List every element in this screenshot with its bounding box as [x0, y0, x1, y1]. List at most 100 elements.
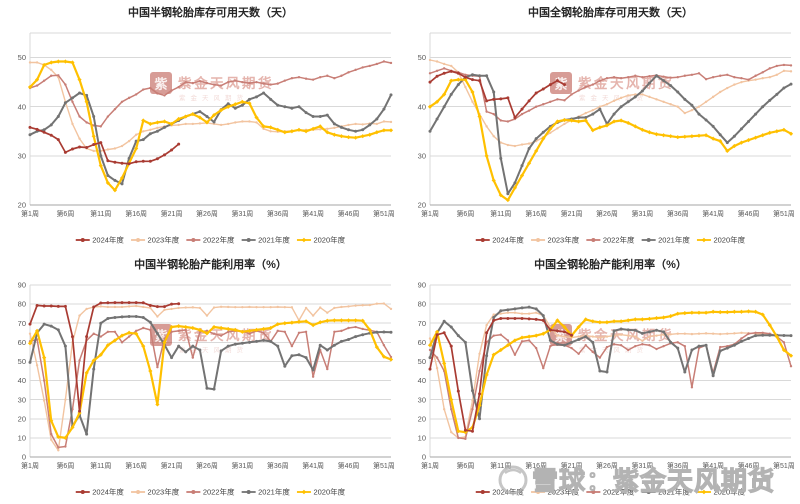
svg-text:70: 70 — [18, 319, 26, 328]
chart-title: 中国全钢轮胎库存可用天数（天） — [528, 5, 693, 19]
svg-text:50: 50 — [418, 357, 426, 366]
svg-text:2021年度: 2021年度 — [258, 235, 290, 245]
svg-text:第36周: 第36周 — [667, 209, 689, 218]
svg-text:2022年度: 2022年度 — [603, 487, 635, 497]
svg-text:第46周: 第46周 — [338, 209, 360, 218]
svg-text:2021年度: 2021年度 — [658, 487, 690, 497]
svg-text:0: 0 — [22, 453, 26, 462]
svg-text:40: 40 — [18, 102, 26, 111]
svg-text:90: 90 — [418, 281, 426, 290]
svg-text:第46周: 第46周 — [738, 209, 760, 218]
svg-text:20: 20 — [18, 201, 26, 210]
gridlines — [29, 284, 391, 457]
legend-item-2023年度: 2023年度 — [131, 487, 180, 497]
svg-text:第51周: 第51周 — [773, 209, 795, 218]
legend-item-2023年度: 2023年度 — [531, 487, 580, 497]
chart-semi-steel-inventory-days: 中国半钢轮胎库存可用天数（天） 20 30 40 50 第1周 第6周 第11周 第16周 第21… — [18, 5, 395, 245]
svg-text:60: 60 — [18, 338, 26, 347]
svg-text:30: 30 — [418, 151, 426, 160]
legend-item-2022年度: 2022年度 — [186, 487, 235, 497]
y-axis: 20 30 40 50 — [18, 53, 26, 209]
legend-item-2021年度: 2021年度 — [241, 487, 290, 497]
svg-text:2023年度: 2023年度 — [548, 487, 580, 497]
y-axis: 0 10 20 30 40 50 60 70 80 90 — [18, 281, 26, 462]
svg-text:第11周: 第11周 — [90, 461, 111, 470]
svg-text:第1周: 第1周 — [21, 461, 39, 470]
x-axis: 第1周 第6周 第11周 第16周 第21周 第26周 第31周 第36周 第41周 第46周 第5… — [421, 209, 795, 218]
svg-text:20: 20 — [418, 201, 426, 210]
svg-text:第41周: 第41周 — [702, 461, 724, 470]
svg-text:2023年度: 2023年度 — [148, 235, 180, 245]
series-2024年度 — [428, 69, 566, 120]
svg-text:2024年度: 2024年度 — [492, 235, 524, 245]
svg-text:2020年度: 2020年度 — [713, 235, 745, 245]
svg-text:第36周: 第36周 — [267, 461, 289, 470]
svg-text:第21周: 第21周 — [561, 461, 583, 470]
chart-cell-all-steel-utilization: 中国全钢轮胎产能利用率（%） 0 10 20 30 40 50 60 70 80 90 第1周 第6周第… — [400, 252, 800, 504]
svg-text:20: 20 — [418, 414, 426, 423]
svg-text:紫金天风期货: 紫金天风期货 — [579, 93, 648, 102]
svg-text:2022年度: 2022年度 — [603, 235, 635, 245]
series-2023年度 — [28, 302, 393, 452]
svg-text:50: 50 — [418, 53, 426, 62]
y-axis: 0 10 20 30 40 50 60 70 80 90 — [418, 281, 426, 462]
svg-text:2020年度: 2020年度 — [313, 487, 345, 497]
svg-text:第31周: 第31周 — [631, 461, 653, 470]
series-2021年度 — [28, 315, 393, 436]
svg-text:50: 50 — [18, 53, 26, 62]
svg-text:第51周: 第51周 — [773, 461, 795, 470]
series-2021年度 — [428, 305, 793, 421]
chart-title: 中国半钢轮胎库存可用天数（天） — [128, 5, 293, 19]
svg-text:第31周: 第31周 — [231, 461, 253, 470]
svg-text:第16周: 第16周 — [525, 461, 547, 470]
legend-item-2022年度: 2022年度 — [586, 235, 635, 245]
svg-text:第36周: 第36周 — [667, 461, 689, 470]
svg-text:第11周: 第11周 — [490, 461, 511, 470]
svg-text:2024年度: 2024年度 — [92, 487, 124, 497]
svg-text:第16周: 第16周 — [125, 461, 147, 470]
chart-legend: 2024年度 2023年度 2022年度 2021年度 2020年度 — [475, 487, 746, 497]
svg-text:2024年度: 2024年度 — [92, 235, 124, 245]
legend-item-2024年度: 2024年度 — [475, 235, 524, 245]
legend-item-2024年度: 2024年度 — [475, 487, 524, 497]
legend-item-2024年度: 2024年度 — [75, 487, 124, 497]
svg-text:第41周: 第41周 — [702, 209, 724, 218]
svg-text:第46周: 第46周 — [738, 461, 760, 470]
series-2024年度 — [28, 125, 181, 166]
svg-text:第36周: 第36周 — [267, 209, 289, 218]
svg-text:第41周: 第41周 — [302, 461, 324, 470]
svg-text:第21周: 第21周 — [161, 461, 183, 470]
legend-item-2022年度: 2022年度 — [186, 235, 235, 245]
svg-text:第21周: 第21周 — [561, 209, 583, 218]
legend-item-2021年度: 2021年度 — [241, 235, 290, 245]
svg-text:2022年度: 2022年度 — [203, 235, 235, 245]
svg-text:80: 80 — [18, 300, 26, 309]
svg-text:90: 90 — [18, 281, 26, 290]
svg-text:紫金天风期货: 紫金天风期货 — [179, 345, 248, 354]
svg-text:第16周: 第16周 — [525, 209, 547, 218]
svg-text:80: 80 — [418, 300, 426, 309]
svg-text:2021年度: 2021年度 — [658, 235, 690, 245]
svg-text:第46周: 第46周 — [338, 461, 360, 470]
x-axis: 第1周 第6周 第11周 第16周 第21周 第26周 第31周 第36周 第41周 第46周 第5… — [21, 461, 395, 470]
legend-item-2023年度: 2023年度 — [531, 235, 580, 245]
svg-text:30: 30 — [418, 395, 426, 404]
legend-item-2023年度: 2023年度 — [131, 235, 180, 245]
svg-text:2021年度: 2021年度 — [258, 487, 290, 497]
svg-text:第51周: 第51周 — [373, 209, 395, 218]
svg-text:2023年度: 2023年度 — [548, 235, 580, 245]
svg-text:40: 40 — [418, 102, 426, 111]
svg-text:2020年度: 2020年度 — [313, 235, 345, 245]
svg-text:10: 10 — [418, 433, 426, 442]
legend-item-2020年度: 2020年度 — [296, 487, 346, 497]
chart-cell-all-steel-inventory: 中国全钢轮胎库存可用天数（天） 20 30 40 50 第1周 第6周 第11周 第16周 第21… — [400, 0, 800, 252]
svg-text:20: 20 — [18, 414, 26, 423]
chart-semi-steel-capacity-utilization: 中国半钢轮胎产能利用率（%）0102030405060708090第1周 第6周第… — [18, 257, 395, 497]
svg-text:2023年度: 2023年度 — [148, 487, 180, 497]
svg-text:第21周: 第21周 — [161, 209, 183, 218]
gridlines — [429, 284, 791, 457]
svg-text:第1周: 第1周 — [421, 461, 439, 470]
svg-text:第26周: 第26周 — [196, 461, 218, 470]
chart-legend: 2024年度 2023年度 2022年度 2021年度 2020年度 — [75, 235, 346, 245]
